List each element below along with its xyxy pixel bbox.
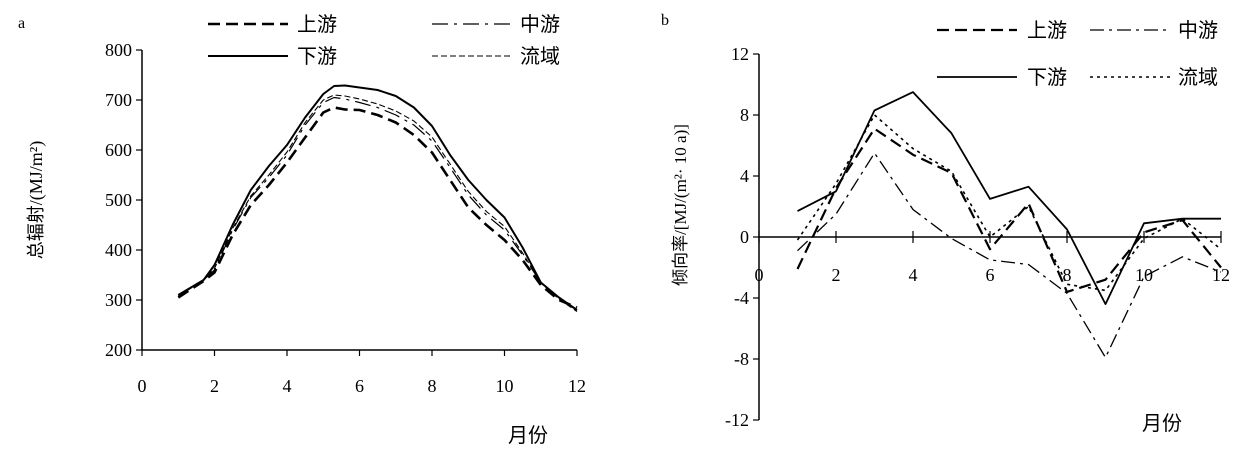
y-tick-label: -4 [734, 288, 749, 308]
y-tick-label: 600 [105, 140, 132, 160]
x-tick-label: 10 [496, 376, 514, 396]
series-line-3 [797, 91, 1221, 306]
legend-label-4: 流域 [1178, 66, 1218, 89]
series-line-4 [796, 114, 1222, 292]
y-tick-label: 12 [731, 44, 749, 64]
x-tick-label: 6 [986, 265, 995, 285]
y-tick-label: 400 [105, 240, 132, 260]
y-tick-label: -8 [734, 349, 749, 369]
x-tick-label: 10 [1135, 265, 1153, 285]
panel-a-label: a [18, 15, 25, 32]
panel-b-x-axis-label: 月份 [1142, 412, 1182, 435]
y-tick-label: 4 [740, 166, 749, 186]
x-tick-label: 2 [832, 265, 841, 285]
panel-b-y-axis-label: 倾向率/[MJ/(m²· 10 a)] [671, 124, 690, 286]
panel-a-y-axis-label: 总辐射/(MJ/m²) [26, 141, 47, 259]
x-tick-label: 8 [1063, 265, 1072, 285]
legend-label-2: 中游 [1178, 19, 1218, 42]
legend-label-4: 流域 [520, 45, 560, 68]
x-tick-label: 12 [568, 376, 586, 396]
series-line-1 [177, 106, 578, 309]
legend-label-3: 下游 [1027, 66, 1067, 89]
legend-label-1: 上游 [297, 13, 337, 36]
legend-label-2: 中游 [520, 13, 560, 36]
y-tick-label: 500 [105, 190, 132, 210]
x-tick-label: 8 [428, 376, 437, 396]
y-tick-label: 200 [105, 340, 132, 360]
x-tick-label: 4 [909, 265, 918, 285]
x-tick-label: 4 [283, 376, 292, 396]
series-line-2 [177, 96, 578, 311]
series-line-3 [177, 84, 578, 311]
y-tick-label: 8 [740, 105, 749, 125]
x-tick-label: 2 [210, 376, 219, 396]
y-tick-label: 0 [740, 227, 749, 247]
legend-label-3: 下游 [297, 45, 337, 68]
panel-b-series-group [796, 91, 1222, 359]
panel-a-x-axis-label: 月份 [508, 424, 548, 447]
y-tick-label: 300 [105, 290, 132, 310]
x-tick-label: 6 [355, 376, 364, 396]
series-line-1 [796, 127, 1222, 293]
panel-a-axes: 200 300 400 500 600 700 800 0 2 4 6 8 10 12 [105, 40, 586, 396]
y-tick-label: -12 [725, 410, 749, 430]
x-tick-label: 12 [1212, 265, 1230, 285]
series-line-2 [797, 152, 1222, 359]
panel-b-axes: -12 -8 -4 0 4 8 12 0 2 4 6 8 10 12 [725, 44, 1230, 430]
panel-a-series-group [177, 84, 578, 312]
legend-label-1: 上游 [1027, 19, 1067, 42]
y-tick-label: 700 [105, 90, 132, 110]
x-tick-label: 0 [138, 376, 147, 396]
x-tick-label: 0 [755, 265, 764, 285]
panel-b-label: b [661, 12, 669, 29]
y-tick-label: 800 [105, 40, 132, 60]
series-line-4 [177, 94, 578, 312]
